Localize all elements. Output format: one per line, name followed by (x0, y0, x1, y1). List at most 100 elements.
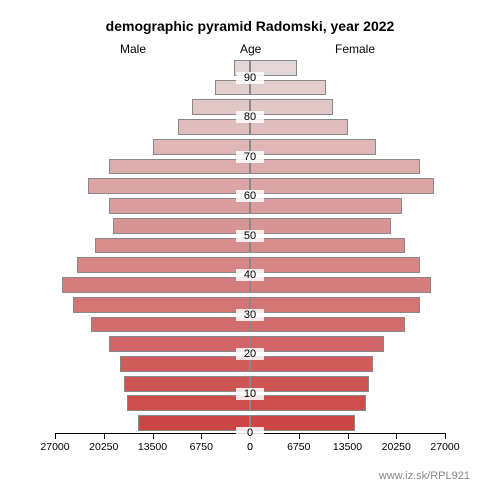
female-x-axis: 06750135002025027000 (250, 433, 445, 434)
bar-row (250, 315, 445, 335)
pyramid-bar (250, 376, 369, 392)
bar-row (250, 137, 445, 157)
x-tick (55, 433, 56, 439)
x-tick-label: 6750 (190, 441, 213, 453)
bar-row (55, 137, 250, 157)
x-tick-label: 27000 (40, 441, 69, 453)
pyramid-bar (250, 415, 355, 431)
bar-row (250, 117, 445, 137)
pyramid-bar (250, 257, 420, 273)
bar-row (250, 216, 445, 236)
bar-row (55, 176, 250, 196)
bar-row (250, 196, 445, 216)
bar-row (250, 295, 445, 315)
x-tick (104, 433, 105, 439)
pyramid-bar (250, 336, 384, 352)
pyramid-bar (153, 139, 251, 155)
pyramid-bar (250, 297, 420, 313)
x-tick-label: 20250 (382, 441, 411, 453)
bar-row (55, 58, 250, 78)
age-header: Age (240, 42, 261, 56)
pyramid-bar (113, 218, 250, 234)
bar-row (250, 393, 445, 413)
pyramid-bar (250, 317, 405, 333)
pyramid-bar (250, 99, 333, 115)
pyramid-chart: 27000202501350067500 0675013500202502700… (55, 58, 445, 433)
pyramid-bar (77, 257, 250, 273)
x-tick (445, 433, 446, 439)
bar-row (55, 157, 250, 177)
bar-row (55, 315, 250, 335)
x-tick (299, 433, 300, 439)
x-tick-label: 13500 (138, 441, 167, 453)
female-header: Female (335, 42, 375, 56)
pyramid-bar (250, 60, 297, 76)
chart-container: demographic pyramid Radomski, year 2022 … (0, 0, 500, 500)
bar-row (55, 236, 250, 256)
male-x-axis: 27000202501350067500 (55, 433, 250, 434)
bar-row (250, 78, 445, 98)
pyramid-bar (127, 395, 250, 411)
x-tick (250, 433, 251, 439)
pyramid-bar (250, 395, 366, 411)
pyramid-bar (109, 198, 250, 214)
bar-row (55, 78, 250, 98)
pyramid-bar (250, 178, 434, 194)
bar-row (250, 413, 445, 433)
bar-row (250, 354, 445, 374)
bar-row (55, 334, 250, 354)
x-tick-label: 20250 (89, 441, 118, 453)
bar-row (250, 157, 445, 177)
bar-row (55, 216, 250, 236)
bar-row (55, 275, 250, 295)
pyramid-bar (91, 317, 250, 333)
x-tick (348, 433, 349, 439)
x-tick (153, 433, 154, 439)
x-tick (201, 433, 202, 439)
pyramid-bar (250, 119, 348, 135)
bar-row (55, 97, 250, 117)
pyramid-bar (234, 60, 250, 76)
bar-row (250, 334, 445, 354)
bar-row (55, 295, 250, 315)
x-tick-label: 6750 (287, 441, 310, 453)
pyramid-bar (95, 238, 250, 254)
pyramid-bar (120, 356, 250, 372)
footer-text: www.iz.sk/RPL921 (379, 470, 470, 482)
bar-row (250, 176, 445, 196)
chart-title: demographic pyramid Radomski, year 2022 (0, 18, 500, 34)
pyramid-bar (250, 356, 373, 372)
pyramid-bar (138, 415, 250, 431)
bar-row (250, 275, 445, 295)
bar-row (55, 413, 250, 433)
pyramid-bar (109, 336, 250, 352)
pyramid-bar (250, 218, 391, 234)
x-tick-label: 27000 (430, 441, 459, 453)
pyramid-bar (250, 238, 405, 254)
bar-row (55, 255, 250, 275)
bar-row (250, 97, 445, 117)
pyramid-bar (62, 277, 250, 293)
female-side: 06750135002025027000 (250, 58, 445, 433)
bar-row (55, 196, 250, 216)
bar-row (250, 236, 445, 256)
pyramid-bar (250, 277, 431, 293)
x-tick-label: 0 (247, 441, 253, 453)
pyramid-bar (192, 99, 250, 115)
bar-row (55, 117, 250, 137)
x-tick (396, 433, 397, 439)
pyramid-bar (73, 297, 250, 313)
bar-row (250, 255, 445, 275)
bar-row (55, 374, 250, 394)
pyramid-bar (250, 198, 402, 214)
pyramid-bar (124, 376, 250, 392)
male-header: Male (120, 42, 146, 56)
bar-row (55, 354, 250, 374)
male-side: 27000202501350067500 (55, 58, 250, 433)
pyramid-bar (215, 80, 250, 96)
pyramid-bar (250, 80, 326, 96)
pyramid-bar (109, 159, 250, 175)
bar-row (55, 393, 250, 413)
bar-row (250, 374, 445, 394)
pyramid-bar (250, 159, 420, 175)
